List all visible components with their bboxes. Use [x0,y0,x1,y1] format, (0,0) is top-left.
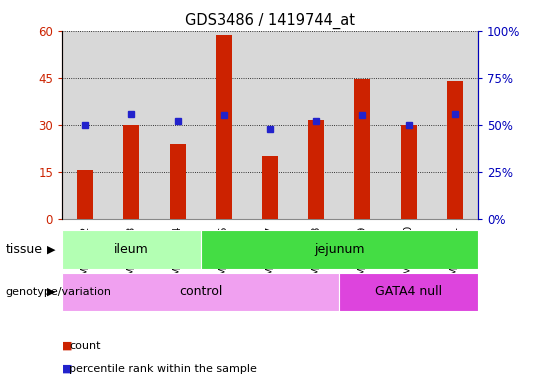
Text: ileum: ileum [114,243,149,256]
Title: GDS3486 / 1419744_at: GDS3486 / 1419744_at [185,13,355,29]
Text: GATA4 null: GATA4 null [375,285,442,298]
Bar [308,120,325,219]
Bar [293,31,339,219]
Bar [215,35,232,219]
Bar [262,156,278,219]
Text: control: control [179,285,222,298]
Text: percentile rank within the sample: percentile rank within the sample [69,364,257,374]
Text: genotype/variation: genotype/variation [5,287,111,297]
Bar [339,273,478,311]
Text: jejunum: jejunum [314,243,364,256]
Bar [123,125,139,219]
Bar [339,31,386,219]
Bar [154,31,201,219]
Bar [62,273,339,311]
Bar [386,31,431,219]
Bar [201,31,247,219]
Bar [201,230,478,269]
Bar [170,144,186,219]
Bar [62,31,109,219]
Text: ■: ■ [62,364,72,374]
Text: ▶: ▶ [47,287,56,297]
Bar [247,31,293,219]
Bar [62,230,201,269]
Bar [354,79,370,219]
Text: count: count [69,341,100,351]
Text: ▶: ▶ [47,245,56,255]
Text: ■: ■ [62,341,72,351]
Text: tissue: tissue [5,243,43,256]
Bar [431,31,478,219]
Bar [447,81,463,219]
Bar [401,125,417,219]
Bar [77,170,93,219]
Bar [109,31,154,219]
